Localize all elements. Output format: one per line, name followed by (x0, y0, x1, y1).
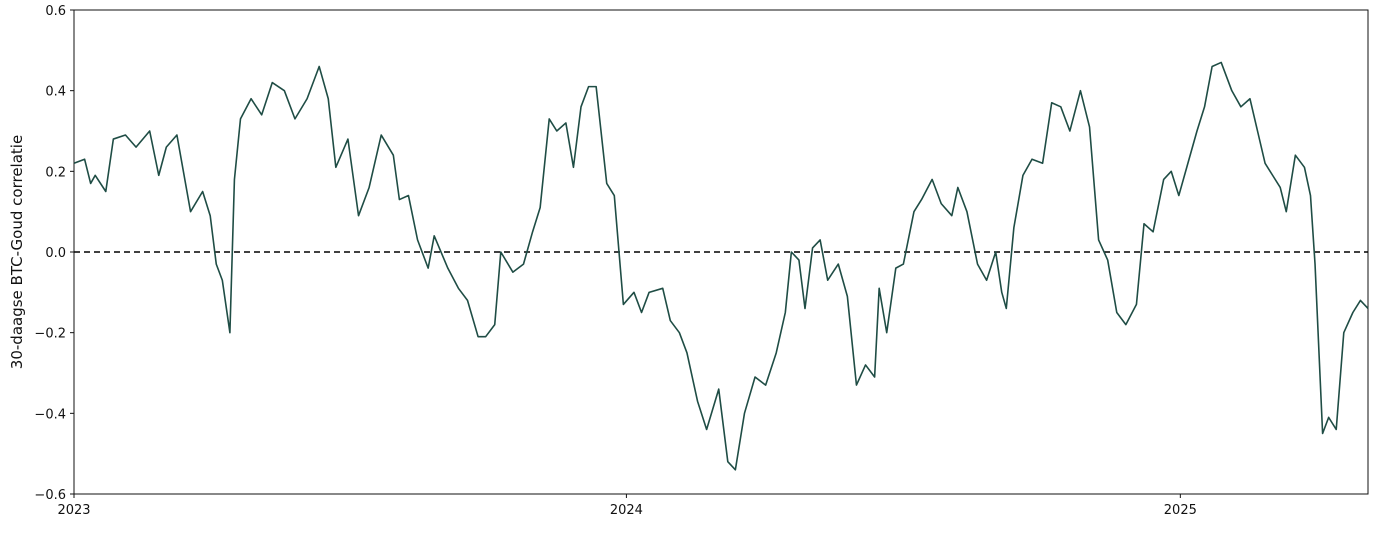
y-tick-label: 0.2 (45, 165, 66, 180)
y-tick-label: 0.6 (45, 4, 66, 19)
x-tick-label: 2025 (1164, 503, 1197, 518)
y-tick-label: 0.4 (45, 85, 66, 100)
y-axis: −0.6 −0.4 −0.2 0.0 0.2 0.4 0.6 (34, 4, 74, 503)
x-tick-label: 2024 (610, 503, 643, 518)
y-tick-label: −0.4 (34, 407, 66, 422)
y-tick-label: 0.0 (45, 246, 66, 261)
y-tick-label: −0.6 (34, 488, 66, 503)
y-tick-label: −0.2 (34, 327, 66, 342)
x-tick-label: 2023 (57, 503, 90, 518)
y-axis-title: 30-daagse BTC-Goud correlatie (8, 135, 26, 369)
x-axis: 2023 2024 2025 (57, 494, 1197, 518)
series-line (73, 61, 1369, 471)
